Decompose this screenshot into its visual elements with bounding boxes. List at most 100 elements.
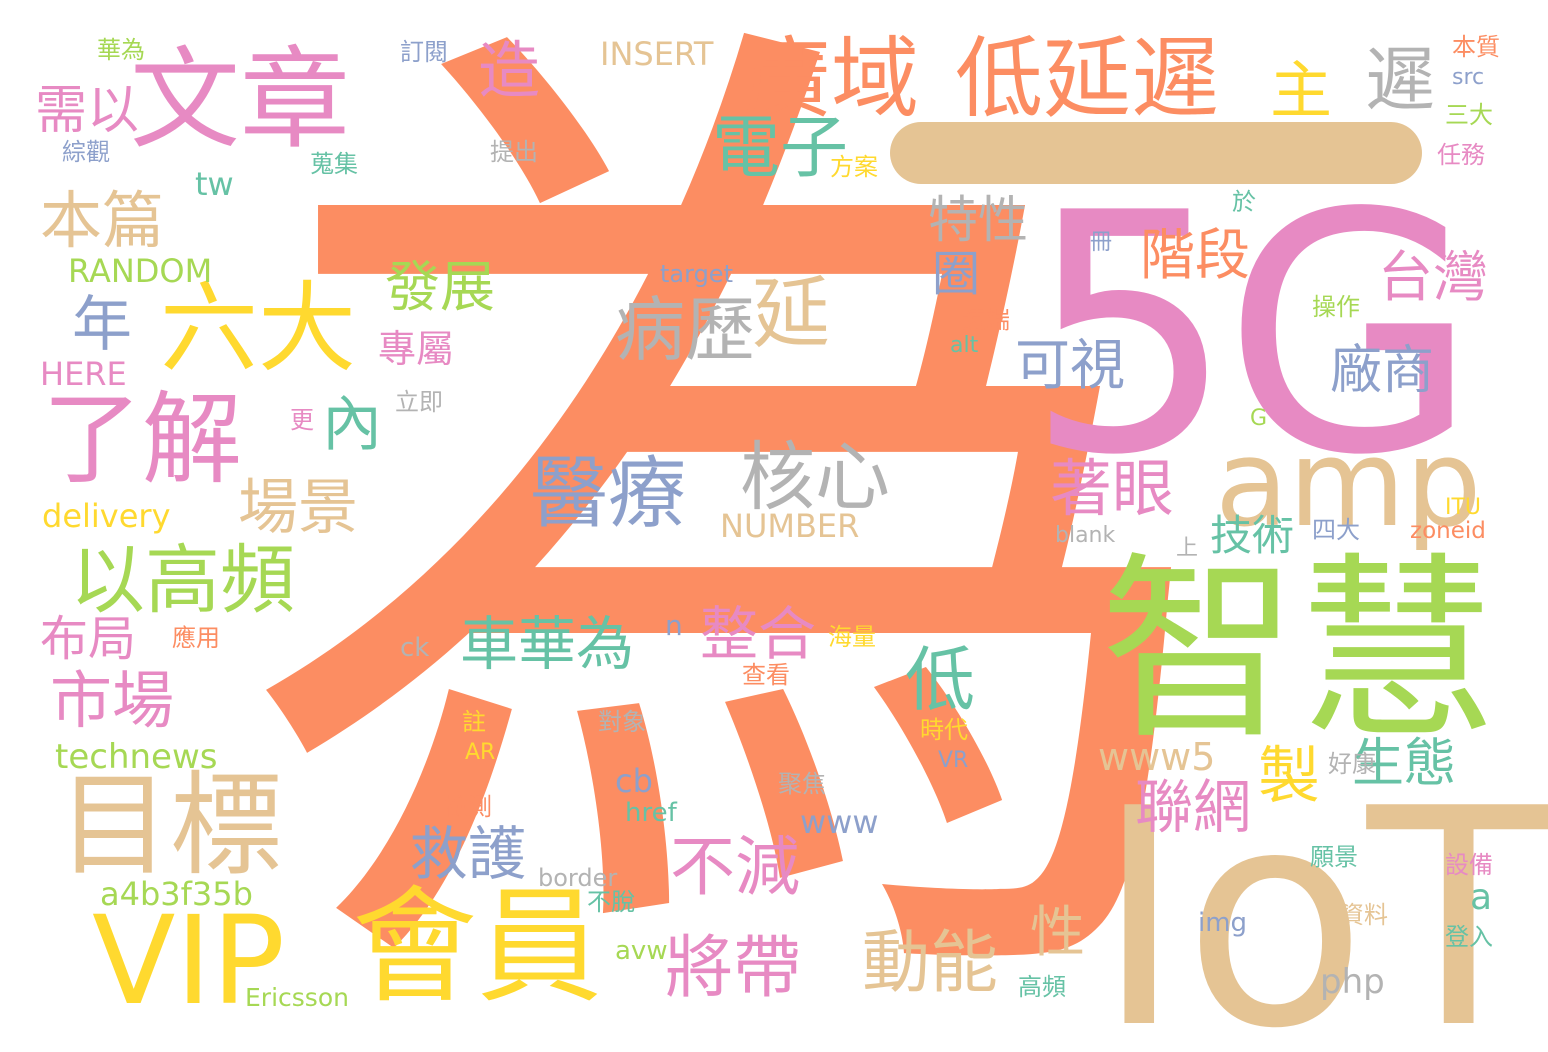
word-visible: 可視 — [1015, 333, 1126, 397]
word-a: a — [1470, 877, 1493, 918]
word-blank: blank — [1055, 523, 1116, 548]
word-vision: 願景 — [1310, 843, 1358, 871]
word-circle: 圈 — [932, 246, 981, 302]
word-random: RANDOM — [68, 252, 213, 290]
word-iot: IoT — [1095, 745, 1548, 1052]
word-ambulance: 救護 — [410, 820, 527, 888]
word-subscribe: 訂閱 — [400, 38, 448, 66]
word-device: 設備 — [1445, 851, 1493, 879]
word-goal: 目標 — [58, 761, 282, 891]
word-technews: technews — [55, 737, 218, 777]
word-low-latency: 低延遲 — [955, 27, 1220, 130]
word-src: src — [1452, 65, 1485, 90]
word-essence: 本質 — [1452, 33, 1500, 61]
word-core: 核心 — [740, 433, 891, 521]
word-here: HERE — [40, 355, 127, 393]
word-medical: 醫療 — [530, 449, 687, 539]
word-manufacture: 製 — [1258, 739, 1321, 812]
word-wide-area: 廣域 — [743, 27, 920, 130]
word-make: 造 — [478, 34, 541, 107]
word-amp: amp — [1215, 415, 1482, 554]
word-g: G — [1250, 406, 1268, 431]
word-taiwan: 台灣 — [1378, 245, 1489, 309]
word-ecosystem: 生態 — [1352, 734, 1457, 794]
word-momentum: 動能 — [862, 924, 999, 1003]
word-article: 文章 — [130, 36, 350, 164]
word-vendor: 廠商 — [1330, 341, 1435, 401]
word-integrate: 整合 — [700, 600, 817, 668]
word-no-decrease: 不減 — [670, 830, 801, 905]
word-network: 聯網 — [1135, 773, 1252, 841]
word-ericsson: Ericsson — [245, 983, 349, 1012]
word-target: target — [660, 260, 733, 288]
word-img: img — [1198, 908, 1248, 938]
word-avw: avw — [615, 936, 668, 966]
word-wei: 為 — [236, 0, 1236, 1052]
word-smart: 智慧 — [1100, 535, 1496, 766]
word-collect: 蒐集 — [310, 150, 358, 178]
word-delivery: delivery — [42, 497, 171, 535]
word-insert: INSERT — [600, 35, 714, 73]
word-exclusive: 專屬 — [378, 327, 455, 371]
word-high-frequency: 高頻 — [1018, 973, 1066, 1001]
word-mission: 任務 — [1437, 141, 1485, 169]
word-tw: tw — [195, 165, 234, 203]
word-huawei: 華為 — [97, 36, 145, 64]
word-overview: 綜觀 — [62, 138, 110, 166]
word-member: 會員 — [352, 875, 602, 1020]
word-5g: 5G — [1025, 143, 1479, 527]
word-market: 市場 — [50, 664, 175, 737]
word-nature: 性 — [1030, 900, 1086, 964]
word-detect: 檢測 — [444, 793, 492, 821]
word-solution: 方案 — [830, 153, 878, 181]
word-application: 應用 — [172, 624, 220, 652]
word-number: NUMBER — [720, 507, 860, 545]
word-understand: 了解 — [42, 381, 242, 498]
word-one-bar — [890, 122, 1422, 184]
word-technology: 技術 — [1210, 511, 1295, 560]
word-this-article: 本篇 — [40, 184, 165, 257]
word-medical-record: 病歷 — [615, 289, 755, 371]
word-massive: 海量 — [828, 623, 876, 651]
word-more: 更 — [290, 406, 314, 434]
word-cb: cb — [615, 762, 653, 800]
word-login: 登入 — [1445, 923, 1493, 951]
word-object: 對象 — [598, 708, 646, 736]
word-operate: 操作 — [1312, 293, 1360, 321]
word-a4b3f35b: a4b3f35b — [100, 875, 253, 913]
word-bring: 將帶 — [665, 929, 802, 1008]
word-low: 低 — [905, 639, 975, 721]
word-four-big: 四大 — [1312, 516, 1360, 544]
word-year: 年 — [72, 290, 132, 360]
word-at: 於 — [1232, 188, 1256, 216]
word-no-escape: 不脫 — [587, 888, 635, 916]
word-scenario: 場景 — [238, 473, 358, 543]
word-propose: 提出 — [490, 138, 538, 166]
word-ck: ck — [400, 633, 430, 663]
word-latency: 遲 — [1365, 39, 1435, 121]
word-six-big: 六大 — [160, 272, 357, 386]
word-data: 資料 — [1340, 901, 1388, 929]
word-delay: 延 — [752, 269, 831, 359]
word-three-big: 三大 — [1445, 101, 1493, 129]
word-era: 時代 — [920, 716, 968, 744]
word-border: border — [538, 864, 618, 892]
word-remote: 遠端 — [962, 306, 1010, 334]
word-href: href — [625, 798, 677, 828]
word-alt: alt — [950, 333, 979, 358]
word-car-huawei: 車華為 — [460, 610, 635, 678]
word-inner: 內 — [322, 390, 382, 460]
word-need: 需以 — [35, 81, 140, 141]
word-vip: VIP — [92, 890, 286, 1032]
word-view: 查看 — [742, 661, 790, 689]
word-note: 註 — [462, 708, 486, 736]
word-ar: AR — [465, 740, 496, 765]
word-vr: VR — [938, 748, 969, 773]
word-main: 主 — [1270, 54, 1333, 127]
word-develop: 發展 — [385, 255, 496, 319]
word-benefit: 好康 — [1328, 750, 1376, 778]
word-up: 上 — [1176, 536, 1199, 561]
word-php: php — [1320, 962, 1385, 1002]
word-layout: 布局 — [40, 611, 137, 667]
